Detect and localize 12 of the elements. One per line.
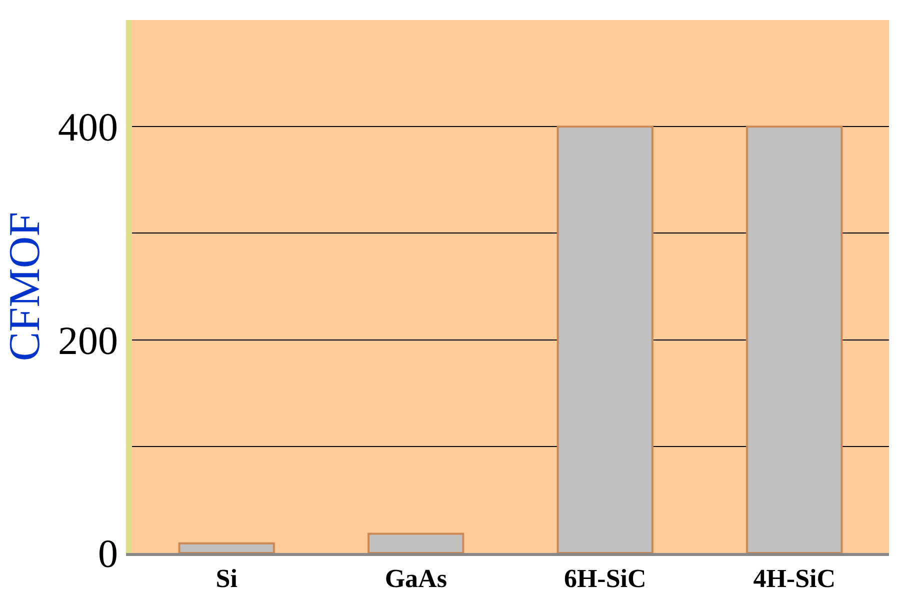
bar bbox=[556, 126, 654, 553]
x-tick-label: GaAs bbox=[384, 564, 447, 594]
bar bbox=[178, 542, 275, 553]
y-tick-label: 0 bbox=[98, 531, 118, 576]
x-tick-label: 4H-SiC bbox=[753, 564, 836, 594]
y-tick-label: 400 bbox=[58, 104, 118, 150]
bar bbox=[746, 126, 843, 553]
x-tick-label: 6H-SiC bbox=[564, 564, 646, 594]
bar bbox=[368, 532, 464, 553]
y-tick-label: 200 bbox=[58, 318, 118, 363]
y-axis-title: CFMOF bbox=[0, 212, 49, 362]
x-tick-label: Si bbox=[216, 564, 238, 594]
